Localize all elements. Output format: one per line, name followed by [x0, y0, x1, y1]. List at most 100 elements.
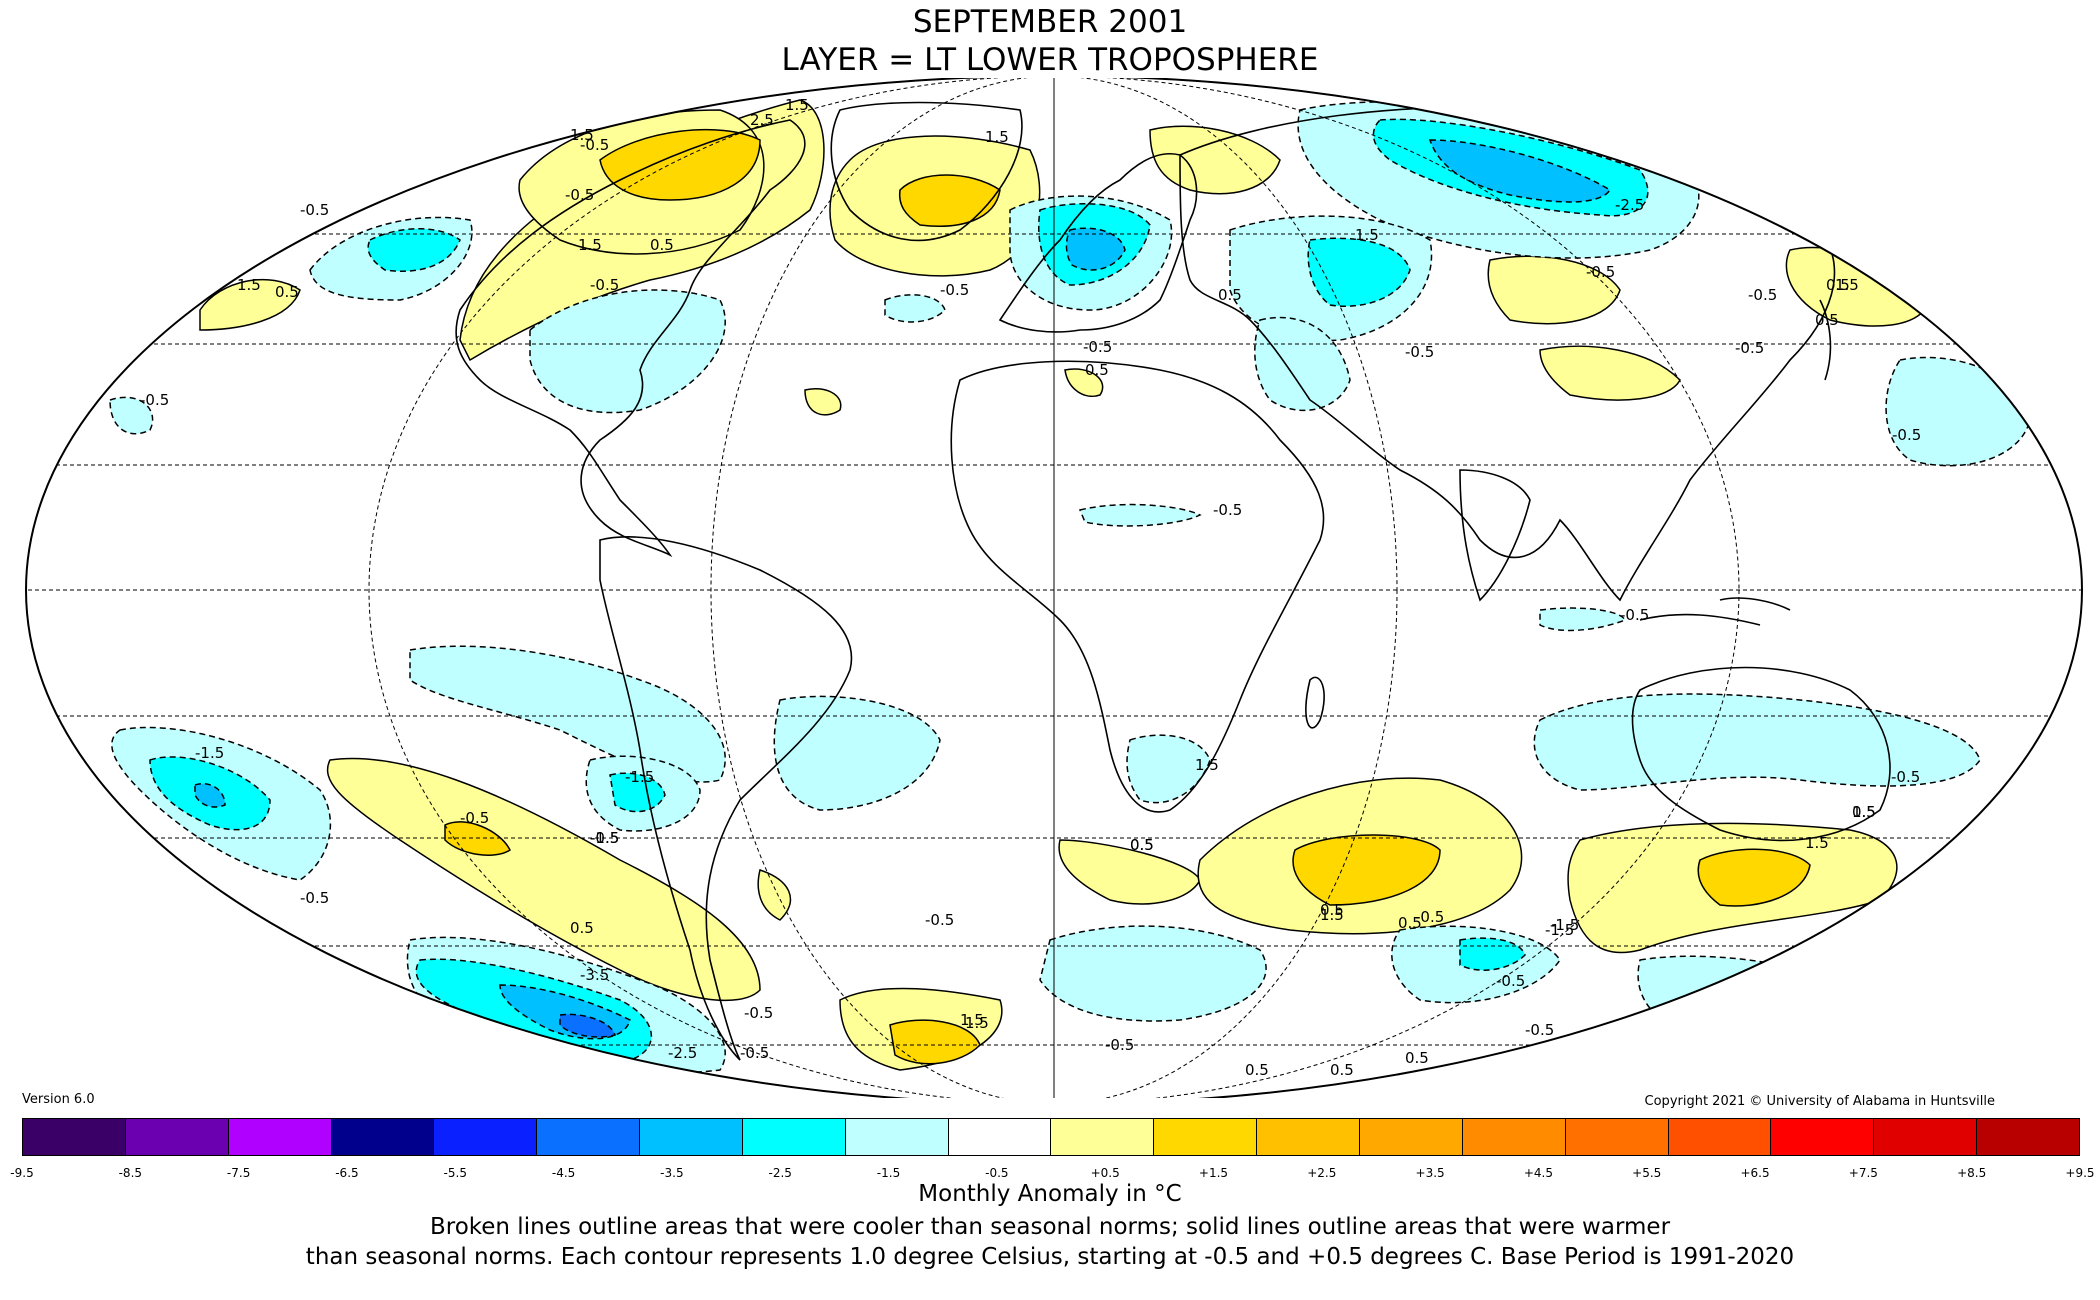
cold-core-south-pacific-west — [194, 783, 226, 808]
contour-label: -1.5 — [195, 744, 224, 762]
contour-label: 1.5 — [1835, 276, 1859, 294]
coastline-japan — [1819, 299, 1832, 381]
color-legend-swatch — [331, 1119, 435, 1155]
color-legend-tick-label: -0.5 — [985, 1166, 1009, 1180]
cool-core-central-asia — [1307, 237, 1411, 307]
contour-label: -0.5 — [1405, 343, 1434, 361]
cool-region-southeast-pacific — [409, 645, 726, 783]
color-legend-swatch — [1154, 1119, 1258, 1155]
cool-core-south-america — [609, 772, 666, 813]
color-legend-tick-label: +4.5 — [1523, 1166, 1553, 1180]
color-legend-tick-label: +2.5 — [1307, 1166, 1337, 1180]
color-legend-swatch — [125, 1119, 229, 1155]
color-legend-tick-label: +5.5 — [1632, 1166, 1662, 1180]
warm-core-canada — [599, 128, 761, 201]
coastline-india — [1459, 469, 1531, 602]
contour-label: -1.5 — [625, 768, 654, 786]
colder-core-southern-ocean — [559, 1013, 616, 1038]
warm-region-north-pacific-west — [199, 278, 301, 331]
color-legend-swatch — [1874, 1119, 1978, 1155]
coastline-south-america — [599, 536, 853, 1061]
map-subtitle: LAYER = LT LOWER TROPOSPHERE — [781, 42, 1319, 78]
contour-label: -0.5 — [590, 829, 619, 847]
contour-label: 0.5 — [570, 919, 594, 937]
color-legend-tick-label: +6.5 — [1740, 1166, 1770, 1180]
cool-region-north-atlantic — [884, 294, 946, 323]
color-legend-swatch — [228, 1119, 332, 1155]
cool-core-north-pacific — [367, 228, 461, 272]
color-legend-tick-label: -3.5 — [660, 1166, 684, 1180]
color-legend-swatch — [1565, 1119, 1669, 1155]
contour-label: -3.5 — [580, 966, 609, 984]
contour-label: -0.5 — [1735, 339, 1764, 357]
coastline-greenland — [830, 101, 1023, 242]
contour-label: 1.5 — [1805, 834, 1829, 852]
color-legend-swatch — [640, 1119, 743, 1155]
cool-region-australia — [1533, 693, 1981, 791]
color-legend-swatch — [1668, 1119, 1772, 1155]
contour-label: 0.5 — [650, 236, 674, 254]
warm-core-south-pacific — [444, 821, 511, 856]
coastline-africa — [950, 360, 1325, 813]
contour-label: -0.5 — [1620, 606, 1649, 624]
color-legend-swatch — [1359, 1119, 1463, 1155]
color-legend-tick-label: -7.5 — [226, 1166, 251, 1180]
color-legend-swatch — [537, 1119, 641, 1155]
cool-region-eastern-pacific — [109, 396, 154, 435]
explanation-line-2: than seasonal norms. Each contour repres… — [305, 1244, 1795, 1270]
anomaly-regions — [109, 99, 2031, 1074]
cool-region-southern-ocean-far-east — [1637, 955, 1851, 1041]
cool-region-southern-africa — [1126, 734, 1211, 804]
color-legend-tick-label: +3.5 — [1415, 1166, 1445, 1180]
contour-label: 0.5 — [1398, 914, 1422, 932]
contour-label: 0.5 — [1405, 1049, 1429, 1067]
version-label: Version 6.0 — [22, 1092, 95, 1107]
warm-region-south-atlantic — [1058, 839, 1201, 905]
color-legend-swatch — [1051, 1119, 1155, 1155]
color-legend-swatch — [948, 1119, 1052, 1155]
warm-region-south-america — [757, 869, 791, 921]
contour-label: -0.5 — [925, 911, 954, 929]
coastline-australia — [1631, 666, 1891, 842]
map-title: SEPTEMBER 2001 — [912, 4, 1188, 40]
color-legend-tick-label: +7.5 — [1848, 1166, 1878, 1180]
contour-label: -0.5 — [140, 391, 169, 409]
contour-label: 1.5 — [1195, 756, 1219, 774]
contour-label: -0.5 — [1105, 1036, 1134, 1054]
contour-label: -1.5 — [1545, 921, 1574, 939]
color-legend-swatch — [434, 1119, 538, 1155]
warm-region-siberia — [1539, 345, 1681, 401]
contour-label: 0.5 — [1826, 276, 1850, 294]
coastline-north-america — [455, 119, 806, 558]
contour-label: 1.5 — [965, 1014, 989, 1032]
contour-label: 1.5 — [570, 126, 594, 144]
contour-label: -0.5 — [1213, 501, 1242, 519]
contour-label: -0.5 — [1891, 768, 1920, 786]
contour-label: 0.5 — [275, 283, 299, 301]
contour-label: -0.5 — [1083, 338, 1112, 356]
contour-label: -0.5 — [300, 201, 329, 219]
contour-label: 1.5 — [1355, 226, 1379, 244]
explanation-line-1: Broken lines outline areas that were coo… — [429, 1214, 1671, 1240]
color-legend-label: Monthly Anomaly in °C — [918, 1181, 1182, 1207]
color-legend-swatch — [845, 1119, 949, 1155]
cool-region-africa-sahel — [1078, 503, 1202, 527]
contour-label: 1.5 — [237, 276, 261, 294]
color-legend-swatch — [23, 1119, 126, 1155]
cool-region-southern-ocean-central — [1039, 925, 1267, 1022]
contour-label: -0.5 — [1525, 1021, 1554, 1039]
warm-region-scandinavia — [1149, 125, 1281, 195]
contour-label: -0.5 — [1586, 263, 1615, 281]
color-legend-tick-label: -5.5 — [443, 1166, 467, 1180]
contour-labels: 1.52.51.51.5-0.5-0.5-0.51.5 0.51.5 0.5 -0.5… — [140, 96, 1921, 1079]
cool-region-north-america — [529, 289, 726, 414]
contour-label: 0.5 — [1218, 286, 1242, 304]
cool-region-middle-east — [1254, 316, 1351, 412]
contour-label: 0.5 — [1320, 901, 1344, 919]
warm-region-south-pacific — [326, 757, 761, 1002]
color-legend-bar — [22, 1118, 2080, 1156]
contour-label: -0.5 — [300, 889, 329, 907]
anomaly-map: 1.52.51.51.5-0.5-0.5-0.51.5 0.51.5 0.5 -0.5… — [25, 78, 2083, 1098]
color-legend-swatch — [742, 1119, 846, 1155]
contour-label: 0.5 — [1815, 311, 1839, 329]
